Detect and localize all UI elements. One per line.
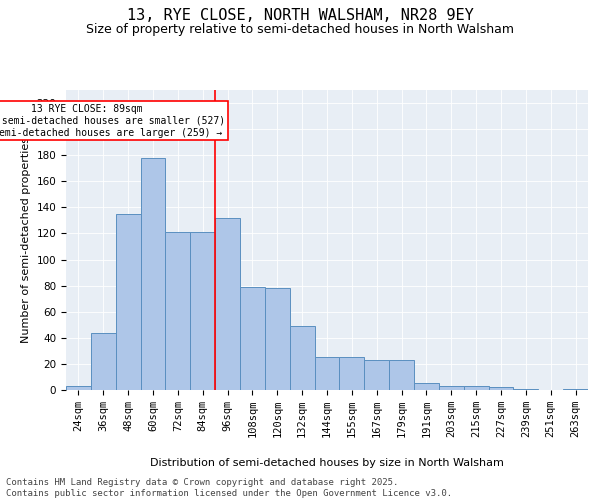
Bar: [514, 388, 538, 390]
Bar: [364, 360, 389, 390]
Bar: [439, 386, 464, 390]
Bar: [414, 384, 439, 390]
Bar: [464, 386, 488, 390]
Text: Size of property relative to semi-detached houses in North Walsham: Size of property relative to semi-detach…: [86, 22, 514, 36]
Bar: [290, 326, 314, 390]
Y-axis label: Number of semi-detached properties: Number of semi-detached properties: [21, 137, 31, 343]
Bar: [66, 386, 91, 390]
Bar: [166, 232, 190, 390]
Bar: [140, 158, 166, 390]
Text: Distribution of semi-detached houses by size in North Walsham: Distribution of semi-detached houses by …: [150, 458, 504, 468]
Bar: [91, 332, 116, 390]
Bar: [190, 232, 215, 390]
Bar: [340, 358, 364, 390]
Text: 13 RYE CLOSE: 89sqm
← 66% of semi-detached houses are smaller (527)
32% of semi-: 13 RYE CLOSE: 89sqm ← 66% of semi-detach…: [0, 104, 225, 138]
Text: 13, RYE CLOSE, NORTH WALSHAM, NR28 9EY: 13, RYE CLOSE, NORTH WALSHAM, NR28 9EY: [127, 8, 473, 22]
Bar: [389, 360, 414, 390]
Text: Contains HM Land Registry data © Crown copyright and database right 2025.
Contai: Contains HM Land Registry data © Crown c…: [6, 478, 452, 498]
Bar: [488, 388, 514, 390]
Bar: [314, 358, 340, 390]
Bar: [116, 214, 140, 390]
Bar: [563, 388, 588, 390]
Bar: [265, 288, 290, 390]
Bar: [215, 218, 240, 390]
Bar: [240, 287, 265, 390]
